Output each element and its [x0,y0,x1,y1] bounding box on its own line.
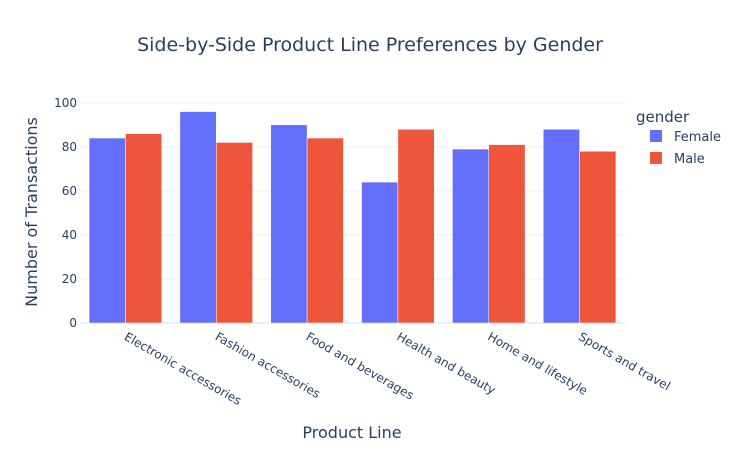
y-tick-label: 20 [62,272,77,286]
bar-female-1 [179,111,217,324]
bar-male-4 [488,144,526,324]
bar-male-1 [216,142,253,324]
bar-female-3 [361,181,399,324]
y-tick-label: 40 [62,228,77,242]
y-tick-label: 60 [62,184,77,198]
legend-title: gender [636,108,690,126]
bars [88,111,617,324]
y-tick-labels: 0 20 40 60 80 100 [54,96,77,330]
x-tick-label: Home and lifestyle [485,329,590,397]
legend-swatch-female [650,130,662,142]
y-tick-label: 80 [62,140,77,154]
bar-female-2 [270,124,308,324]
bar-male-0 [125,133,162,324]
bar-male-2 [306,137,344,324]
bar-female-0 [88,137,126,324]
x-tick-label: Sports and travel [576,329,673,393]
x-axis-title: Product Line [302,423,401,442]
bar-female-4 [452,148,489,324]
legend-swatch-male [650,152,662,164]
legend-label-female: Female [674,130,721,145]
legend-items: Female Male [650,130,721,167]
bar-male-3 [397,128,435,324]
legend: gender Female Male [636,108,721,167]
bar-female-5 [543,128,580,324]
bar-male-5 [579,151,617,324]
legend-label-male: Male [674,152,705,167]
chart-title: Side-by-Side Product Line Preferences by… [137,34,603,56]
y-axis-title: Number of Transactions [22,117,41,307]
grid-lines [80,102,625,324]
y-tick-label: 100 [54,96,77,110]
y-tick-label: 0 [69,316,77,330]
